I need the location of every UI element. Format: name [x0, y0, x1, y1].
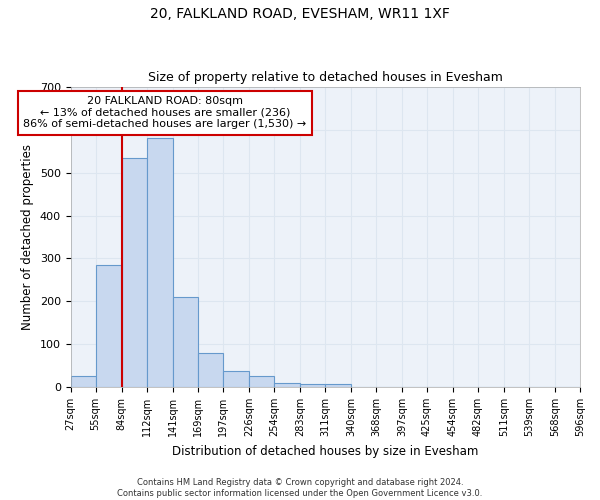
Y-axis label: Number of detached properties: Number of detached properties	[21, 144, 34, 330]
Bar	[249, 376, 274, 387]
Bar	[122, 158, 146, 387]
Text: 20, FALKLAND ROAD, EVESHAM, WR11 1XF: 20, FALKLAND ROAD, EVESHAM, WR11 1XF	[150, 8, 450, 22]
Bar	[325, 384, 351, 387]
Bar	[223, 371, 249, 387]
Bar	[146, 138, 173, 387]
Bar	[274, 383, 300, 387]
Bar	[300, 384, 325, 387]
Bar	[198, 353, 223, 387]
Bar	[95, 265, 122, 387]
X-axis label: Distribution of detached houses by size in Evesham: Distribution of detached houses by size …	[172, 444, 478, 458]
Bar	[173, 297, 198, 387]
Title: Size of property relative to detached houses in Evesham: Size of property relative to detached ho…	[148, 72, 503, 85]
Bar	[71, 376, 95, 387]
Text: Contains HM Land Registry data © Crown copyright and database right 2024.
Contai: Contains HM Land Registry data © Crown c…	[118, 478, 482, 498]
Text: 20 FALKLAND ROAD: 80sqm
← 13% of detached houses are smaller (236)
86% of semi-d: 20 FALKLAND ROAD: 80sqm ← 13% of detache…	[23, 96, 307, 130]
